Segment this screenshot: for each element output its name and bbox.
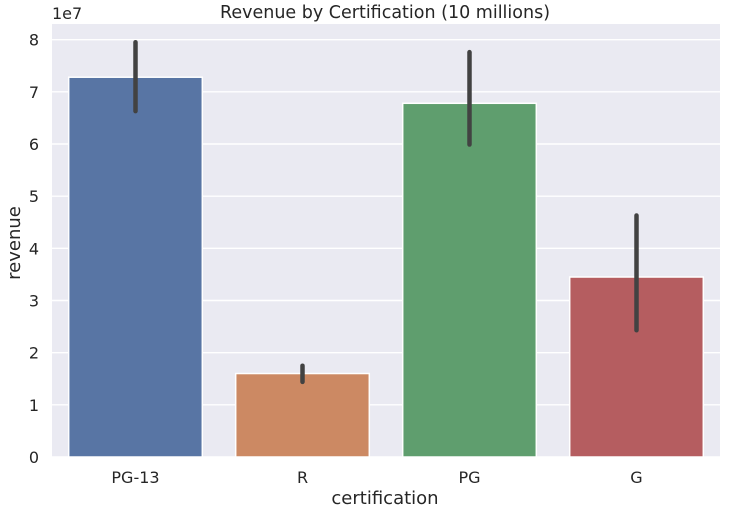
y-axis-label: revenue: [4, 206, 25, 280]
chart-title: Revenue by Certification (10 millions): [220, 3, 550, 23]
x-axis-label: certification: [331, 488, 438, 509]
bar-r: [234, 372, 371, 458]
y-tick-label: 6: [29, 135, 39, 154]
y-tick-label: 2: [29, 344, 39, 363]
y-tick-label: 1: [29, 396, 39, 415]
y-tick-label: 8: [29, 31, 39, 50]
y-tick-labels: 0 1 2 3 4 5 6 7 8: [29, 31, 39, 467]
y-tick-label: 3: [29, 291, 39, 310]
x-tick-label: PG: [458, 468, 480, 487]
y-tick-label: 0: [29, 448, 39, 467]
error-bars-group: [133, 40, 639, 385]
bar-pg: [401, 102, 538, 458]
x-tick-label: R: [297, 468, 308, 487]
x-tick-label: G: [630, 468, 642, 487]
y-tick-label: 5: [29, 187, 39, 206]
x-tick-labels: PG-13 R PG G: [111, 468, 642, 487]
y-scale-label: 1e7: [52, 4, 82, 23]
y-tick-label: 4: [29, 239, 39, 258]
x-tick-label: PG-13: [111, 468, 159, 487]
bar-pg-13: [67, 76, 204, 458]
y-tick-label: 7: [29, 83, 39, 102]
